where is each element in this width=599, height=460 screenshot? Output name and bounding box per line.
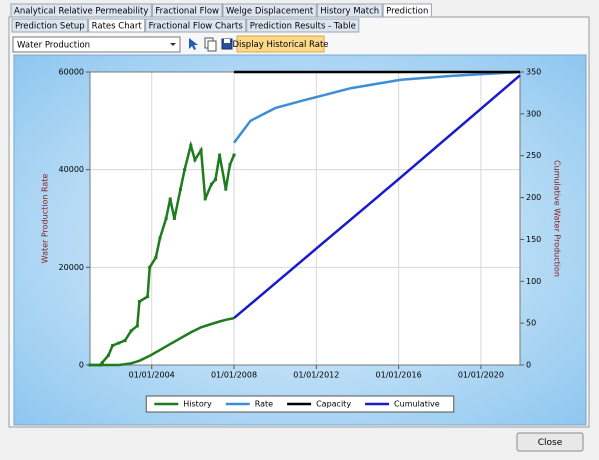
series-point <box>203 197 207 201</box>
series-point <box>135 324 139 328</box>
legend-label: Rate <box>255 400 273 409</box>
dropdown-text: Water Production <box>17 41 90 51</box>
series-point <box>107 353 111 357</box>
series-point <box>117 341 121 345</box>
series-point <box>214 177 218 181</box>
historical-rate-button[interactable] <box>236 35 325 53</box>
tab-label: Fractional Flow Charts <box>149 22 244 32</box>
tab[interactable] <box>151 3 223 18</box>
close-text: Close <box>538 438 563 448</box>
series-point <box>111 343 115 347</box>
tab-label: History Match <box>320 7 379 17</box>
x-tick-label: 01/01/2020 <box>458 371 504 380</box>
plot: 0 20000 40000 60000 01/01/2004 01/01/2008 01/0… <box>41 68 562 413</box>
legend-label: History <box>183 400 212 409</box>
x-tick-label: 01/01/2012 <box>293 371 339 380</box>
y2-axis-label: Cumulative Water Production <box>553 160 562 277</box>
y2-tick-label: 200 <box>526 193 541 202</box>
tab[interactable] <box>246 18 360 33</box>
tab[interactable] <box>11 18 89 33</box>
x-tick-label: 01/01/2016 <box>376 371 422 380</box>
y-tick-label: 20000 <box>59 263 84 272</box>
tab[interactable] <box>88 18 146 33</box>
tab-label: Fractional Flow <box>155 7 219 17</box>
dropdown-arrow <box>170 43 176 46</box>
y-tick-label: 0 <box>79 361 84 370</box>
series-point <box>224 187 228 191</box>
subtab-row: Prediction Setup Rates Chart Fractional Fl… <box>11 18 360 33</box>
y2-tick-label: 150 <box>526 235 541 244</box>
series-point <box>129 329 133 333</box>
y2-tick-label: 250 <box>526 151 541 160</box>
series-point <box>179 187 183 191</box>
series-line <box>233 74 521 320</box>
y2-tick-label: 50 <box>526 319 536 328</box>
copy-icon-back <box>207 40 217 52</box>
tab-label: Prediction Setup <box>15 22 85 32</box>
series-point <box>232 153 236 157</box>
save-icon-label <box>224 39 230 43</box>
tab[interactable] <box>145 18 247 33</box>
series-point <box>218 153 222 157</box>
series-point <box>183 168 187 172</box>
y2-tick-label: 350 <box>526 68 541 77</box>
series-point <box>100 361 104 365</box>
series-point <box>209 182 213 186</box>
plot-area <box>90 72 520 365</box>
x-tick-label: 01/01/2008 <box>211 371 257 380</box>
tab-label: Prediction <box>386 7 428 17</box>
button-text: Display Historical Rate <box>232 40 328 50</box>
legend-label: Capacity <box>316 400 351 409</box>
series-point <box>193 158 197 162</box>
series-point <box>199 148 203 152</box>
tab[interactable] <box>222 3 317 18</box>
series-point <box>189 143 193 147</box>
y-axis-label: Water Production Rate <box>41 174 50 264</box>
y-tick-label: 60000 <box>59 68 84 77</box>
series-point <box>146 295 150 299</box>
tab-label: Prediction Results - Table <box>250 22 356 32</box>
tab-label: Rates Chart <box>92 22 143 32</box>
y2-tick-label: 300 <box>526 109 541 118</box>
y2-tick-label: 100 <box>526 277 541 286</box>
tab-label: Welge Displacement <box>226 7 314 17</box>
series-line <box>233 70 521 144</box>
series-point <box>123 339 127 343</box>
tab[interactable] <box>316 3 383 18</box>
pointer-icon[interactable] <box>189 38 198 50</box>
tab[interactable] <box>10 3 152 18</box>
series-point <box>168 197 172 201</box>
y2-tick-label: 0 <box>526 361 531 370</box>
close-button[interactable] <box>516 432 584 452</box>
series-point <box>148 265 152 269</box>
series-line <box>90 316 235 367</box>
legend-label: Cumulative <box>394 400 440 409</box>
series-point <box>228 163 232 167</box>
series-point <box>172 217 176 220</box>
series-point <box>154 256 158 260</box>
series-point <box>158 236 162 240</box>
y-tick-label: 40000 <box>59 165 84 174</box>
series-point <box>137 300 141 304</box>
tab-label: Analytical Relative Permeability <box>14 7 148 17</box>
tab[interactable] <box>382 3 432 18</box>
x-tick-label: 01/01/2004 <box>129 371 175 380</box>
dropdown[interactable] <box>12 36 181 53</box>
series-point <box>164 217 168 220</box>
tab-row: Analytical Relative Permeability Fraction… <box>10 3 432 18</box>
